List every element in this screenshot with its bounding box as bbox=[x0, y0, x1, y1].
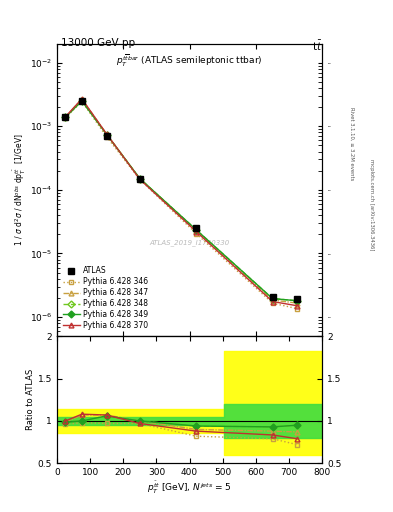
X-axis label: $p^{\bar{t}t}_{T}$ [GeV], $N^{jets}$ = 5: $p^{\bar{t}t}_{T}$ [GeV], $N^{jets}$ = 5 bbox=[147, 480, 232, 496]
Text: $p_T^{t\overline{t}bar}$ (ATLAS semileptonic ttbar): $p_T^{t\overline{t}bar}$ (ATLAS semilept… bbox=[116, 52, 263, 69]
Y-axis label: Ratio to ATLAS: Ratio to ATLAS bbox=[26, 369, 35, 431]
Text: t$\bar{t}$: t$\bar{t}$ bbox=[312, 38, 322, 53]
Text: ATLAS_2019_I1750330: ATLAS_2019_I1750330 bbox=[149, 239, 230, 246]
Text: Rivet 3.1.10, ≥ 3.2M events: Rivet 3.1.10, ≥ 3.2M events bbox=[349, 106, 354, 180]
Y-axis label: 1 / $\sigma$ d$^2$$\sigma$ / dN$^{obs}$ dp$^{t\bar{t}}_{T}$  [1/GeV]: 1 / $\sigma$ d$^2$$\sigma$ / dN$^{obs}$ … bbox=[12, 134, 28, 246]
Text: mcplots.cern.ch [arXiv:1306.3436]: mcplots.cern.ch [arXiv:1306.3436] bbox=[369, 159, 374, 250]
Legend: ATLAS, Pythia 6.428 346, Pythia 6.428 347, Pythia 6.428 348, Pythia 6.428 349, P: ATLAS, Pythia 6.428 346, Pythia 6.428 34… bbox=[61, 264, 151, 332]
Text: 13000 GeV pp: 13000 GeV pp bbox=[61, 38, 135, 49]
